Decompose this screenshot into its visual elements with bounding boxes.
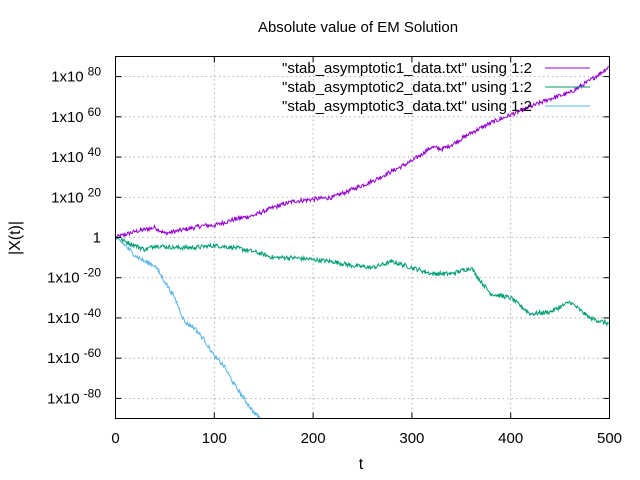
- y-tick-exponent: 20: [88, 185, 102, 199]
- y-tick-exponent: -60: [84, 346, 102, 360]
- y-tick-exponent: 80: [88, 65, 102, 79]
- series-line-2: [115, 237, 610, 327]
- y-tick-exponent: -20: [84, 266, 102, 280]
- y-axis-label: |X(t)|: [7, 221, 24, 255]
- y-tick-label: 1x10 -40: [47, 306, 101, 327]
- y-tick-base: 1x10: [51, 189, 84, 206]
- y-tick-exponent: -80: [84, 386, 102, 400]
- x-tick-label: 400: [498, 430, 523, 447]
- y-tick-base: 1x10: [51, 149, 84, 166]
- y-tick-label: 1x10 60: [51, 105, 101, 126]
- y-tick-label: 1x10 40: [51, 145, 101, 166]
- series-line-1: [115, 66, 610, 240]
- y-tick-base: 1x10: [51, 69, 84, 86]
- y-tick-label: 1x10 80: [51, 65, 101, 86]
- x-tick-label: 0: [111, 430, 119, 447]
- legend-label-1: "stab_asymptotic1_data.txt" using 1:2: [282, 60, 532, 77]
- y-tick-base: 1x10: [47, 350, 80, 367]
- legend-label-2: "stab_asymptotic2_data.txt" using 1:2: [282, 79, 532, 96]
- x-axis-label: t: [359, 456, 364, 473]
- series-line-3: [115, 236, 262, 419]
- y-tick-exponent: 40: [88, 145, 102, 159]
- x-tick-label: 500: [597, 430, 622, 447]
- y-tick-label: 1: [93, 230, 101, 247]
- series-layer: [115, 66, 610, 419]
- legend: "stab_asymptotic1_data.txt" using 1:2 "st…: [282, 60, 590, 115]
- tick-layer: 0 100 200 300 400 500 1x10 80 1x10 60 1x10 40 1x10 20…: [47, 56, 622, 447]
- y-tick-base: 1x10: [47, 270, 80, 287]
- y-tick-base: 1x10: [47, 390, 80, 407]
- legend-label-3: "stab_asymptotic3_data.txt" using 1:2: [282, 98, 532, 115]
- x-tick-label: 300: [399, 430, 424, 447]
- y-tick-exponent: 60: [88, 105, 102, 119]
- chart-title: Absolute value of EM Solution: [258, 19, 458, 36]
- y-tick-base: 1x10: [51, 109, 84, 126]
- x-tick-label: 100: [202, 430, 227, 447]
- y-tick-base: 1x10: [47, 310, 80, 327]
- grid-layer: [115, 56, 610, 419]
- y-tick-label: 1x10 20: [51, 185, 101, 206]
- y-tick-label: 1x10 -80: [47, 386, 101, 407]
- y-tick-exponent: -40: [84, 306, 102, 320]
- y-tick-label: 1x10 -60: [47, 346, 101, 367]
- x-tick-label: 200: [301, 430, 326, 447]
- y-tick-label: 1x10 -20: [47, 266, 101, 287]
